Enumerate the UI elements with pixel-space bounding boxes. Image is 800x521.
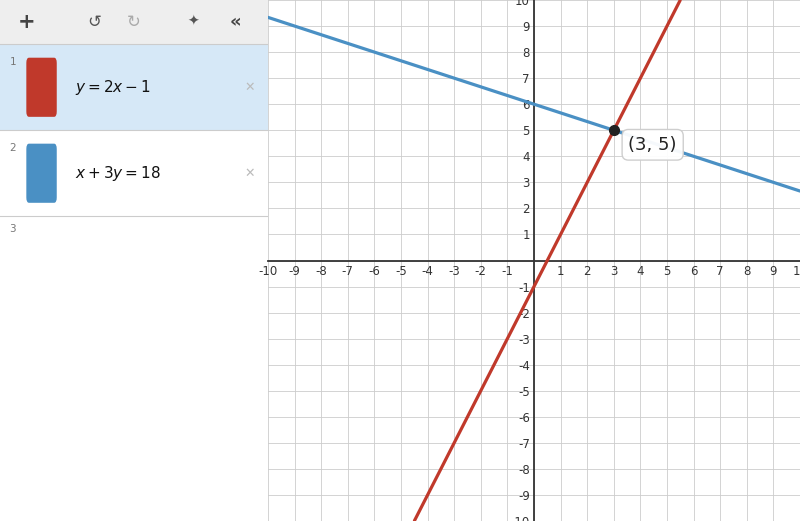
Text: ↻: ↻ <box>127 13 141 31</box>
Text: «: « <box>230 13 242 31</box>
FancyBboxPatch shape <box>26 144 57 203</box>
FancyBboxPatch shape <box>26 58 57 117</box>
FancyBboxPatch shape <box>0 0 268 44</box>
Text: ↺: ↺ <box>87 13 101 31</box>
Text: ✕: ✕ <box>244 81 254 94</box>
Text: (3, 5): (3, 5) <box>629 136 677 154</box>
Text: +: + <box>18 12 36 32</box>
Text: ✕: ✕ <box>244 167 254 180</box>
Text: ✦: ✦ <box>187 15 198 29</box>
Text: 1: 1 <box>10 57 16 67</box>
Text: $x + 3y = 18$: $x + 3y = 18$ <box>75 164 161 183</box>
Text: 3: 3 <box>10 224 16 234</box>
FancyBboxPatch shape <box>0 44 268 130</box>
Text: $y = 2x - 1$: $y = 2x - 1$ <box>75 78 151 97</box>
FancyBboxPatch shape <box>0 130 268 216</box>
Text: 2: 2 <box>10 143 16 153</box>
